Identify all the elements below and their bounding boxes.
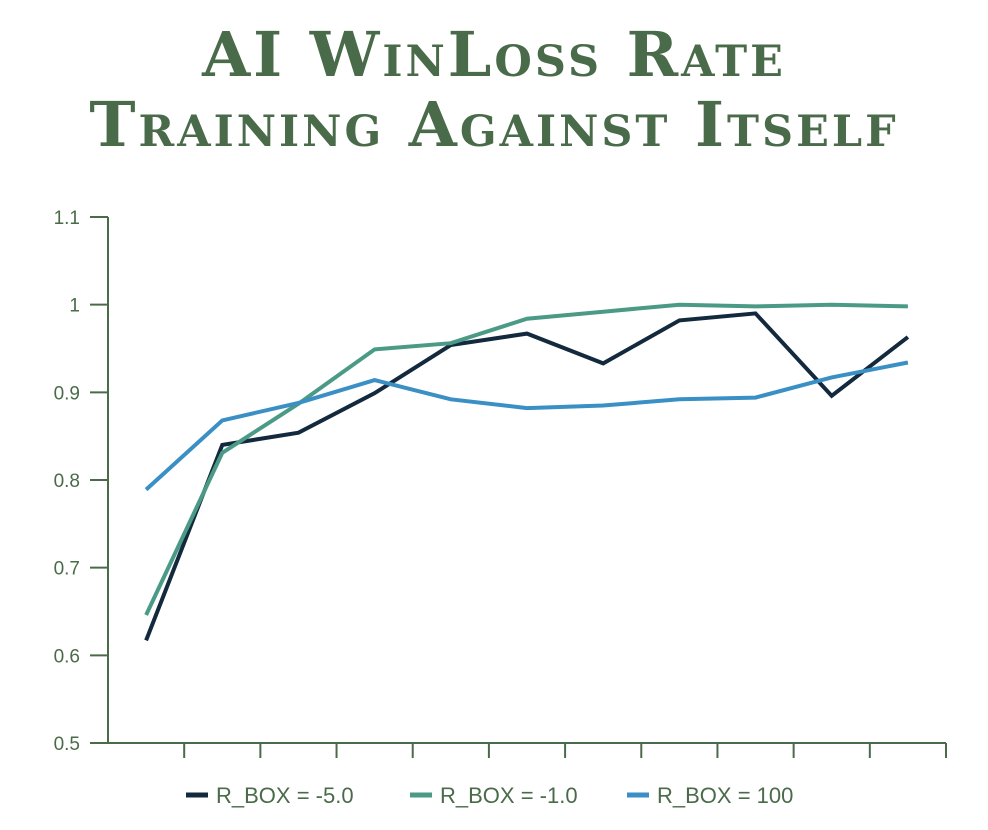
y-tick-label: 0.8 <box>54 471 80 492</box>
y-axis-ticks: 0.5 0.6 0.7 0.8 0.9 1 1.1 <box>54 208 108 755</box>
y-tick-label: 0.5 <box>54 734 80 755</box>
series-line-2 <box>144 302 908 616</box>
y-tick-label: 0.6 <box>54 646 80 667</box>
axes <box>107 217 946 744</box>
y-tick-label: 0.9 <box>54 383 80 404</box>
chart-title-line-2: Training Against Itself <box>89 88 899 161</box>
legend-label-3: R_BOX = 100 <box>657 783 793 808</box>
series-line-3 <box>144 360 909 492</box>
chart-title-line-1: AI WinLoss Rate <box>202 18 786 91</box>
y-tick-label: 0.7 <box>54 559 80 580</box>
y-tick-label: 1.1 <box>54 208 80 229</box>
y-tick-label: 1 <box>69 296 80 317</box>
series-lines <box>144 302 910 642</box>
legend-label-1: R_BOX = -5.0 <box>216 783 354 808</box>
series-line-1 <box>144 311 910 642</box>
x-axis-ticks <box>183 743 947 758</box>
legend: R_BOX = -5.0 R_BOX = -1.0 R_BOX = 100 <box>186 783 793 808</box>
legend-label-2: R_BOX = -1.0 <box>440 783 578 808</box>
